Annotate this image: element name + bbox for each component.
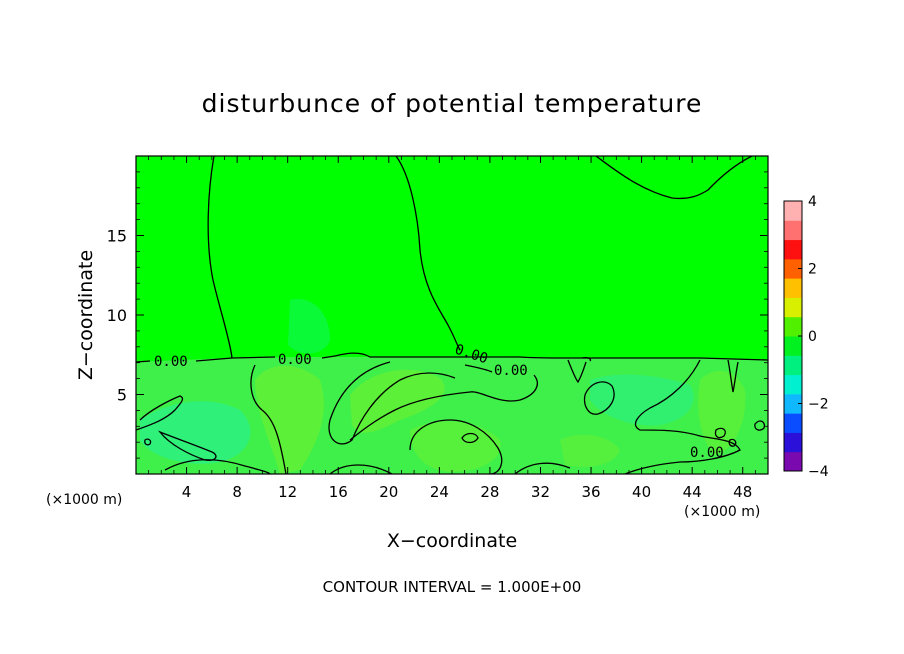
x-tick-label: 16 [329, 483, 348, 501]
colorbar-swatch [784, 451, 802, 472]
contour-line [164, 459, 271, 474]
x-unit-left: (×1000 m) [46, 492, 122, 508]
contour-line [581, 357, 592, 362]
colorbar: 4 2 0 −2 −4 [783, 194, 829, 480]
x-tick-label: 24 [430, 483, 449, 501]
y-axis-label: Z−coordinate [75, 250, 97, 380]
x-tick-label: 4 [182, 483, 192, 501]
contour-line [250, 364, 287, 474]
colorbar-swatch [784, 297, 802, 318]
warm-patch [410, 421, 501, 472]
colorbar-swatch [784, 432, 802, 453]
contour-line [514, 462, 571, 474]
colorbar-swatch [784, 258, 802, 279]
x-tick-label: 28 [480, 483, 499, 501]
colorbar-swatch [784, 393, 802, 414]
contour-line [158, 430, 217, 462]
chart-title: disturbunce of potential temperature [202, 89, 703, 118]
contour-line [714, 427, 726, 439]
colorbar-swatch [784, 239, 802, 260]
colorbar-swatch [784, 355, 802, 376]
x-tick-label: 12 [278, 483, 297, 501]
x-tick-label: 32 [531, 483, 550, 501]
colorbar-tick-label: −4 [808, 464, 829, 480]
warm-patch [560, 434, 620, 467]
contour-line [328, 361, 456, 445]
cool-patch [590, 374, 694, 426]
colorbar-tick-label: −2 [808, 397, 829, 413]
contour-line [329, 464, 393, 474]
x-unit-right: (×1000 m) [684, 504, 760, 520]
colorbar-tick-label: 0 [808, 329, 817, 345]
contour-lines [136, 156, 768, 474]
warm-patch [255, 365, 324, 474]
contour-line [409, 419, 503, 474]
contour-interval-text: CONTOUR INTERVAL = 1.000E+00 [323, 578, 582, 596]
y-tick-label: 5 [117, 386, 127, 405]
cool-patch [140, 401, 251, 464]
contour-line [349, 364, 538, 441]
field-layer [136, 156, 768, 474]
warm-patch [350, 369, 445, 433]
contour-line [624, 359, 741, 474]
contour-line [754, 420, 766, 431]
cool-patch [288, 299, 330, 354]
contour-line [727, 359, 739, 393]
contour-labels: 0.00 0.00 0.00 0.00 0.00 [154, 342, 724, 461]
x-tick-label: 40 [632, 483, 651, 501]
contour-line [207, 156, 233, 359]
contour-line [728, 438, 737, 447]
contour-line [395, 156, 461, 351]
x-axis: 4 8 12 16 20 24 28 32 36 40 44 48 [148, 156, 756, 501]
colorbar-swatch [784, 336, 802, 356]
colorbar-swatch [784, 278, 802, 298]
x-tick-label: 44 [683, 483, 702, 501]
contour-label: 0.00 [690, 445, 724, 461]
x-tick-label: 36 [581, 483, 600, 501]
contour-line [595, 156, 753, 200]
y-axis: 5 10 15 [107, 171, 768, 459]
colorbar-swatch [784, 374, 802, 395]
colorbar-swatch [784, 316, 802, 337]
x-tick-label: 20 [379, 483, 398, 501]
colorbar-tick-label: 4 [808, 194, 817, 210]
colorbar-swatch [784, 413, 802, 433]
y-tick-label: 15 [107, 227, 127, 246]
x-axis-label: X−coordinate [387, 530, 517, 552]
y-tick-label: 10 [107, 306, 127, 325]
colorbar-swatch [784, 201, 802, 221]
contour-label: 0.00 [494, 363, 528, 379]
x-tick-label: 8 [232, 483, 242, 501]
colorbar-swatch [784, 220, 802, 241]
contour-line [567, 359, 587, 384]
contour-line [461, 432, 479, 444]
x-tick-label: 48 [733, 483, 752, 501]
contour-line [144, 438, 152, 446]
contour-line [136, 395, 184, 431]
colorbar-tick-label: 2 [808, 262, 817, 278]
contour-line [583, 381, 615, 415]
contour-label: 0.00 [278, 352, 312, 368]
contour-label: 0.00 [154, 354, 188, 370]
